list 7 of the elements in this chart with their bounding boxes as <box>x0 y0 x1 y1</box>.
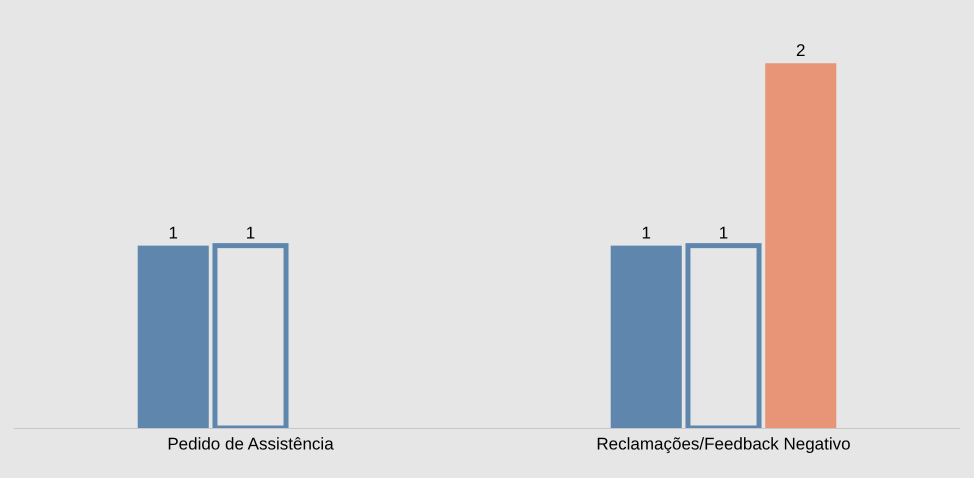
data-label: 1 <box>718 224 728 243</box>
data-label: 1 <box>168 224 178 243</box>
data-label: 2 <box>796 41 806 60</box>
data-label: 1 <box>642 224 651 243</box>
x-tick-label: Pedido de Assistência <box>167 434 334 454</box>
data-label: 1 <box>246 224 256 243</box>
x-tick-label: Reclamações/Feedback Negativo <box>596 434 851 454</box>
